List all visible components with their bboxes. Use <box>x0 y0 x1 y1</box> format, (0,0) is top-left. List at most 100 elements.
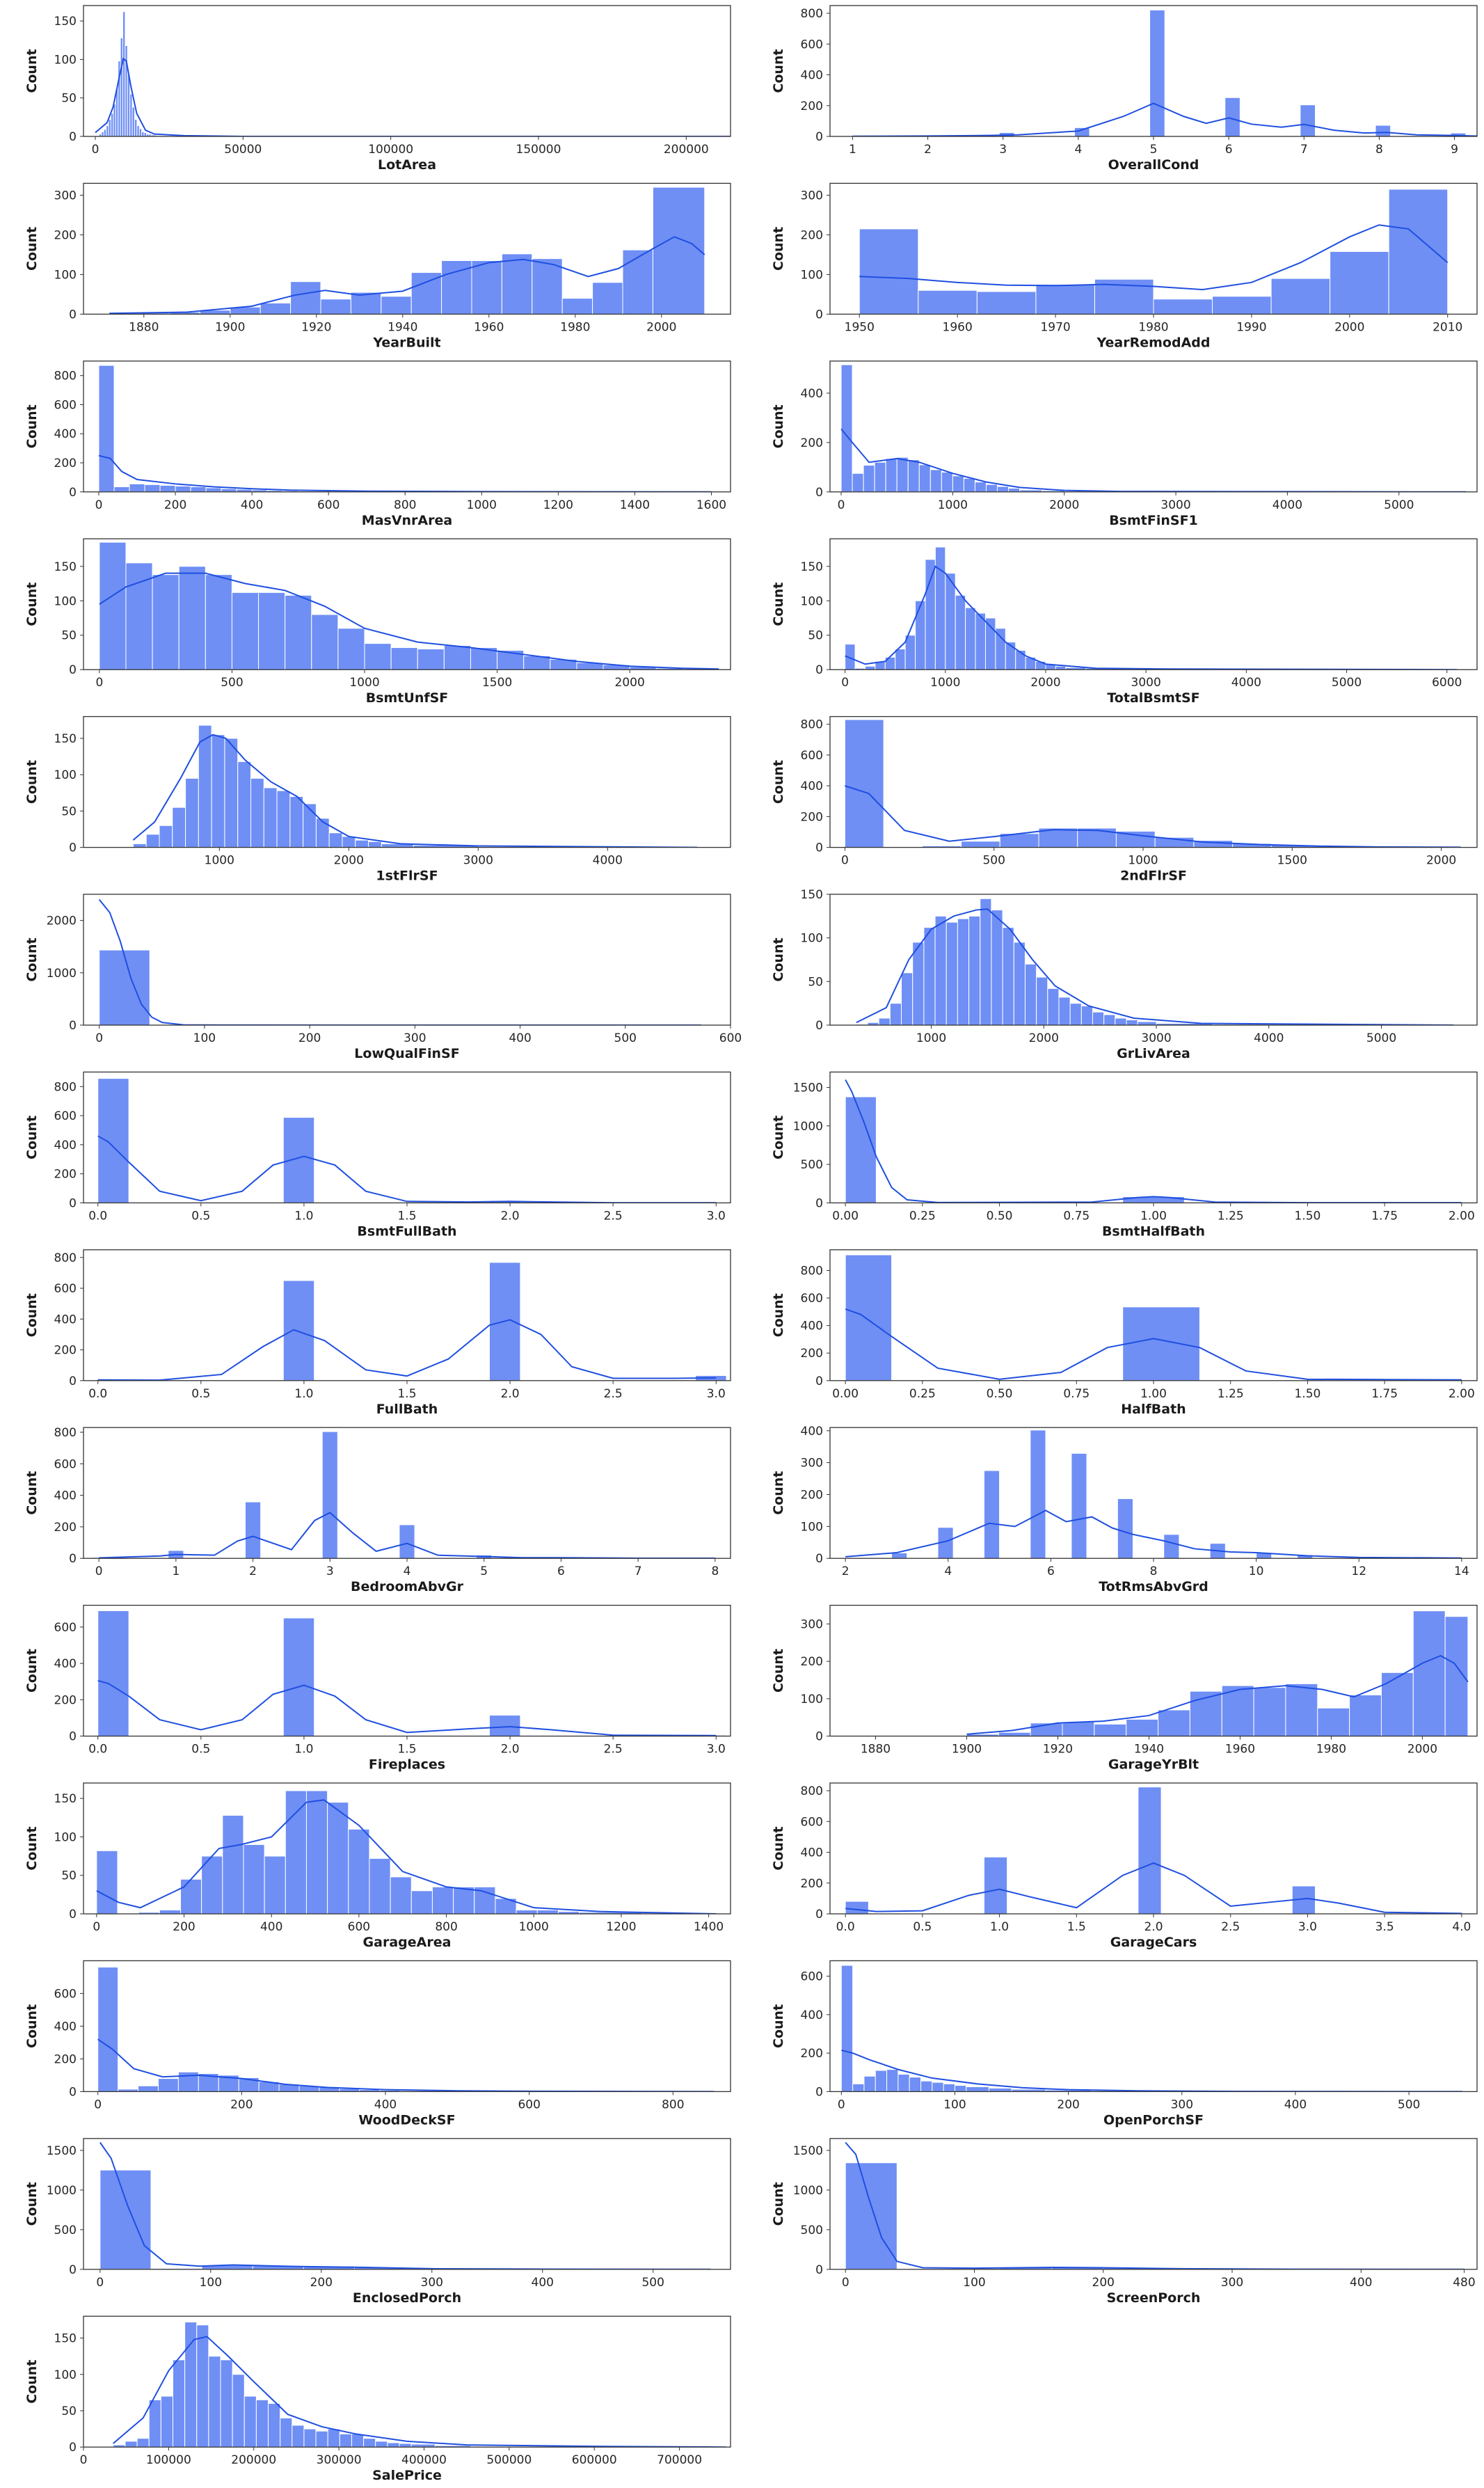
histogram-panel: 0 500 1000 1500 2000 0 50 100 150 BsmtUnfSF Count <box>24 538 731 706</box>
histogram-bar <box>263 787 278 848</box>
x-tick-label: 1000 <box>519 1920 549 1934</box>
x-tick-label: 7 <box>635 1564 642 1578</box>
histogram-panel: 1880 1900 1920 1940 1960 1980 2000 0 100 200 300 Ye… <box>24 182 731 350</box>
histogram-bar <box>399 1524 415 1559</box>
histogram-bar <box>991 910 1003 1025</box>
histogram-bar <box>303 803 317 848</box>
histogram-panel: 0 1000 2000 3000 4000 5000 0 200 400 BsmtFinSF1 Co… <box>771 360 1478 528</box>
x-tick-label: 9 <box>1451 143 1458 157</box>
histogram-bar <box>172 807 186 848</box>
histogram-bar <box>138 2085 159 2092</box>
histogram-bar <box>311 614 339 670</box>
histogram-bar <box>934 915 947 1025</box>
x-tick-label: 7 <box>1300 143 1308 157</box>
x-tick-label: 6 <box>1225 143 1233 157</box>
histogram-bar <box>901 972 913 1025</box>
x-tick-label: 1000 <box>205 854 234 868</box>
kde-curve <box>113 2336 726 2448</box>
y-tick-label: 800 <box>54 1080 77 1094</box>
kde-curve <box>97 1319 717 1381</box>
x-tick-label: 1970 <box>1040 320 1070 334</box>
y-tick-label: 100 <box>801 1520 823 1534</box>
x-tick-label: 800 <box>662 2098 684 2111</box>
histogram-bar <box>1008 487 1021 492</box>
x-tick-label: 50000 <box>224 143 262 157</box>
x-tick-label: 2.00 <box>1449 1387 1475 1401</box>
histogram-bar <box>955 594 966 670</box>
y-tick-label: 600 <box>801 38 823 51</box>
x-tick-label: 2.5 <box>604 1209 623 1223</box>
histogram-panel: 0 100 200 300 400 500 0 200 400 600 OpenPorchSF Cou… <box>771 1960 1478 2128</box>
x-tick-label: 5000 <box>1384 498 1414 512</box>
histogram-bar <box>1117 1498 1133 1559</box>
histogram-bar <box>148 2399 161 2448</box>
histogram-bar <box>943 2083 955 2092</box>
x-tick-label: 0 <box>95 498 103 512</box>
histogram-bar <box>113 104 116 136</box>
histogram-bar <box>925 559 936 670</box>
x-tick-label: 1880 <box>861 1743 891 1757</box>
histogram-bar <box>1092 1011 1105 1025</box>
x-tick-label: 1000 <box>467 498 497 512</box>
kde-curve <box>109 236 705 315</box>
x-tick-label: 150000 <box>516 143 561 157</box>
x-tick-label: 3.5 <box>1375 1920 1394 1934</box>
kde-curve <box>845 1510 1462 1559</box>
y-tick-label: 50 <box>61 92 77 106</box>
y-tick-label: 200 <box>801 436 823 450</box>
y-tick-label: 400 <box>801 779 823 793</box>
y-tick-label: 150 <box>801 888 823 902</box>
y-tick-label: 400 <box>801 387 823 401</box>
x-tick-label: 2010 <box>1433 320 1462 334</box>
x-tick-label: 300 <box>1171 2098 1193 2111</box>
kde-curve <box>95 57 731 136</box>
histogram-bar <box>1030 1429 1046 1559</box>
histogram-bar <box>327 1802 349 1914</box>
histogram-bar <box>995 628 1006 670</box>
x-tick-label: 8 <box>711 1564 719 1578</box>
x-tick-label: 2 <box>924 143 932 157</box>
y-tick-label: 1000 <box>793 1120 823 1134</box>
x-tick-label: 0 <box>92 143 99 157</box>
x-tick-label: 200 <box>1057 2098 1079 2111</box>
kde-curve <box>966 1655 1469 1735</box>
x-tick-label: 1940 <box>388 320 417 334</box>
y-axis-title: Count <box>771 49 786 93</box>
histogram-bar <box>172 2359 186 2448</box>
histogram-bar <box>250 777 264 848</box>
x-tick-label: 0.5 <box>191 1209 210 1223</box>
x-tick-label: 1920 <box>1043 1743 1073 1757</box>
y-axis-title: Count <box>24 1116 40 1159</box>
histogram-bar <box>97 1967 119 2092</box>
y-axis-title: Count <box>24 937 40 981</box>
x-tick-label: 6000 <box>1432 676 1462 690</box>
y-tick-label: 600 <box>54 1621 77 1635</box>
y-tick-label: 100 <box>54 594 77 608</box>
histogram-bar <box>443 645 471 670</box>
y-tick-label: 0 <box>69 1019 77 1033</box>
x-tick-label: 2.0 <box>501 1743 520 1757</box>
histogram-bar <box>289 795 304 848</box>
histogram-panel: 0.0 0.5 1.0 1.5 2.0 2.5 3.0 0 200 400 600 Fireplace… <box>24 1604 731 1773</box>
y-tick-label: 150 <box>54 560 77 574</box>
x-tick-label: 1990 <box>1236 320 1266 334</box>
x-axis-title: LotArea <box>378 157 436 173</box>
histogram-bar <box>258 592 286 670</box>
y-tick-label: 600 <box>801 1970 823 1984</box>
histogram-bar <box>1153 299 1213 315</box>
x-tick-label: 1.25 <box>1218 1209 1244 1223</box>
x-tick-label: 3 <box>999 143 1007 157</box>
histogram-bar <box>932 2082 944 2092</box>
x-tick-label: 1980 <box>1138 320 1168 334</box>
y-axis-title: Count <box>771 1293 786 1337</box>
histogram-bar <box>532 258 563 315</box>
histogram-bar <box>904 635 916 670</box>
kde-curve <box>845 1308 1462 1381</box>
histogram-panel: 0 50000 100000 150000 200000 0 50 100 150 LotArea… <box>24 5 731 173</box>
histogram-bar <box>369 1857 391 1914</box>
x-tick-label: 4000 <box>1272 498 1302 512</box>
histogram-bar <box>945 573 956 670</box>
histogram-bar <box>840 1965 854 2092</box>
x-axis-title: BsmtUnfSF <box>366 690 449 706</box>
